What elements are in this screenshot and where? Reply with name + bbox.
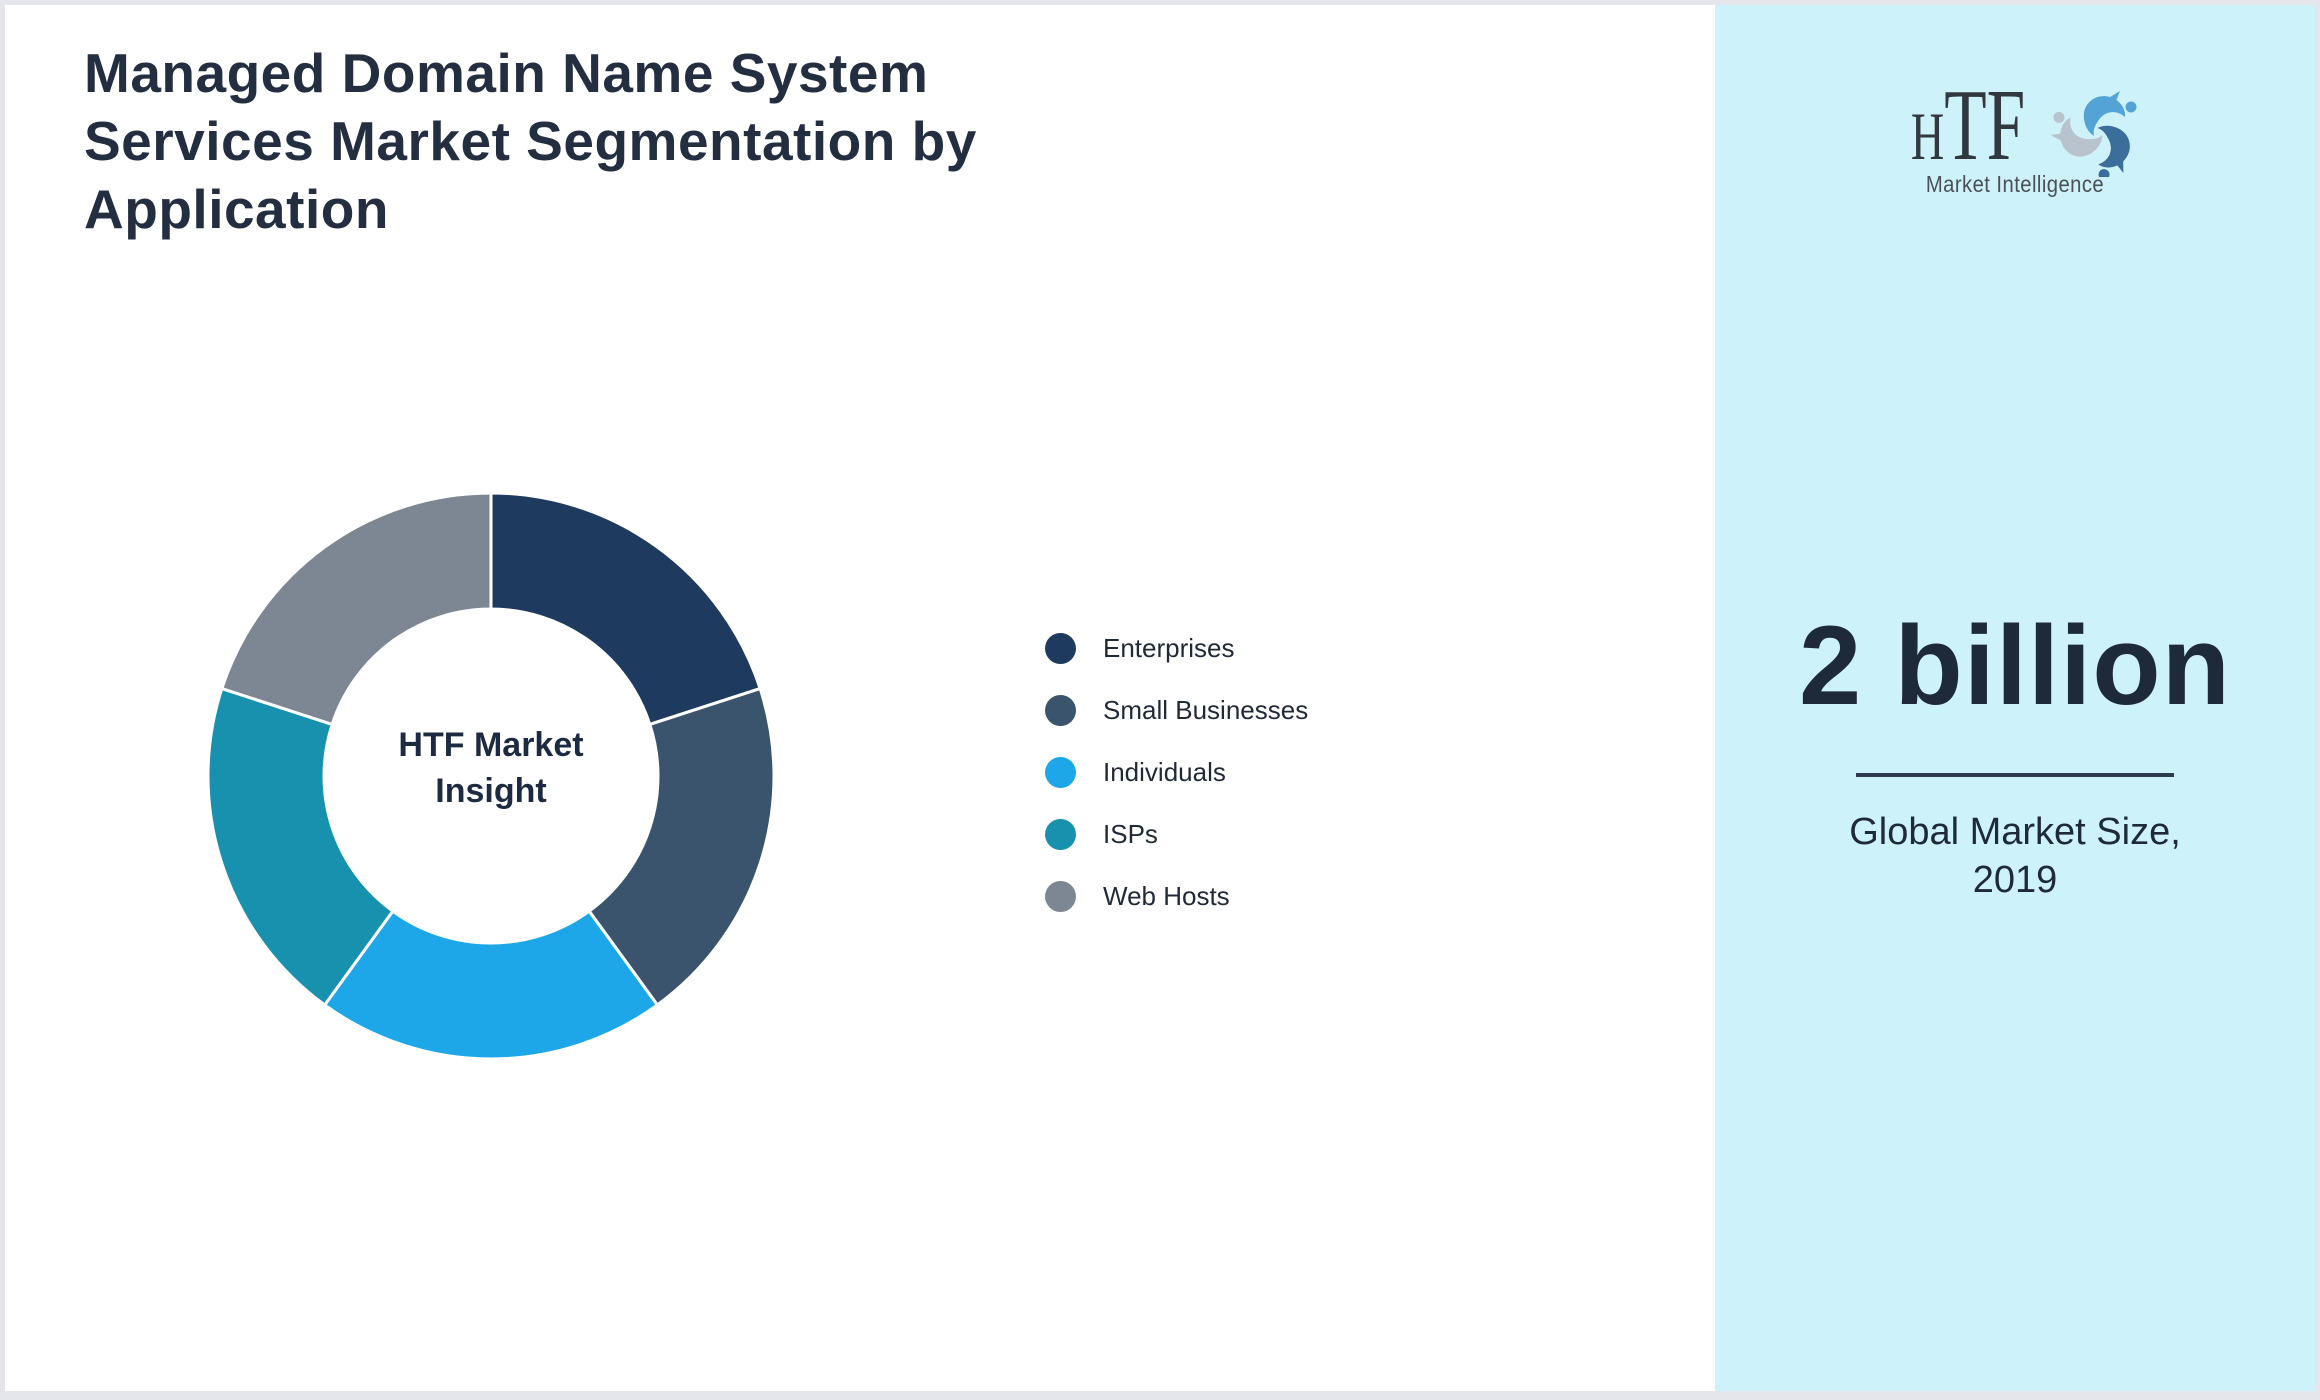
legend-item: Web Hosts bbox=[1045, 881, 1308, 912]
legend-label: Web Hosts bbox=[1103, 881, 1230, 911]
legend-dot-icon bbox=[1045, 819, 1076, 850]
dolphin-swirl-icon bbox=[2050, 91, 2137, 177]
htf-logo-letter-h: H bbox=[1910, 98, 1945, 175]
legend-dot-icon bbox=[1045, 757, 1076, 788]
donut-segment-individuals bbox=[322, 909, 660, 1061]
stat-caption-line-2: 2019 bbox=[1972, 858, 2058, 901]
chart-legend: Enterprises Small Businesses Individuals… bbox=[1045, 633, 1308, 943]
htf-logo: HTF bbox=[1715, 75, 2315, 198]
htf-logo-letters-tf: TF bbox=[1944, 69, 2026, 183]
legend-label: Enterprises bbox=[1103, 633, 1235, 663]
donut-chart-svg bbox=[206, 491, 776, 1061]
donut-center-label: HTF Market Insight bbox=[398, 725, 584, 810]
htf-logo-subtitle: Market Intelligence bbox=[1925, 171, 2105, 197]
legend-item: Small Businesses bbox=[1045, 695, 1308, 726]
htf-logo-row: HTF bbox=[1715, 75, 2315, 177]
legend-label: Individuals bbox=[1103, 757, 1226, 787]
donut-segment-small-businesses bbox=[587, 686, 776, 1008]
legend-dot-icon bbox=[1045, 881, 1076, 912]
htf-logo-text: HTF bbox=[1911, 75, 2025, 177]
legend-dot-icon bbox=[1045, 633, 1076, 664]
stat-caption-line-1: Global Market Size, bbox=[1849, 811, 2181, 853]
donut-segment-enterprises bbox=[489, 491, 763, 727]
legend-dot-icon bbox=[1045, 695, 1076, 726]
legend-item: Enterprises bbox=[1045, 633, 1308, 664]
page-title-line-2: Services Market Segmentation by bbox=[84, 110, 977, 173]
stat-side-panel: HTF bbox=[1715, 5, 2315, 1391]
page-title: Managed Domain Name System Services Mark… bbox=[84, 39, 977, 244]
donut-segment-isps bbox=[206, 686, 395, 1008]
page-title-line-1: Managed Domain Name System bbox=[84, 42, 929, 104]
donut-segment-web-hosts bbox=[219, 491, 493, 727]
legend-item: Individuals bbox=[1045, 757, 1308, 788]
donut-chart: HTF Market Insight bbox=[205, 490, 777, 1062]
legend-label: Small Businesses bbox=[1103, 695, 1309, 725]
page-title-line-3: Application bbox=[84, 178, 389, 241]
stat-divider bbox=[1856, 773, 2174, 777]
stat-caption: Global Market Size, 2019 bbox=[1715, 809, 2315, 904]
stat-value: 2 billion bbox=[1798, 603, 2232, 728]
legend-label: ISPs bbox=[1103, 819, 1158, 849]
legend-item: ISPs bbox=[1045, 819, 1308, 850]
